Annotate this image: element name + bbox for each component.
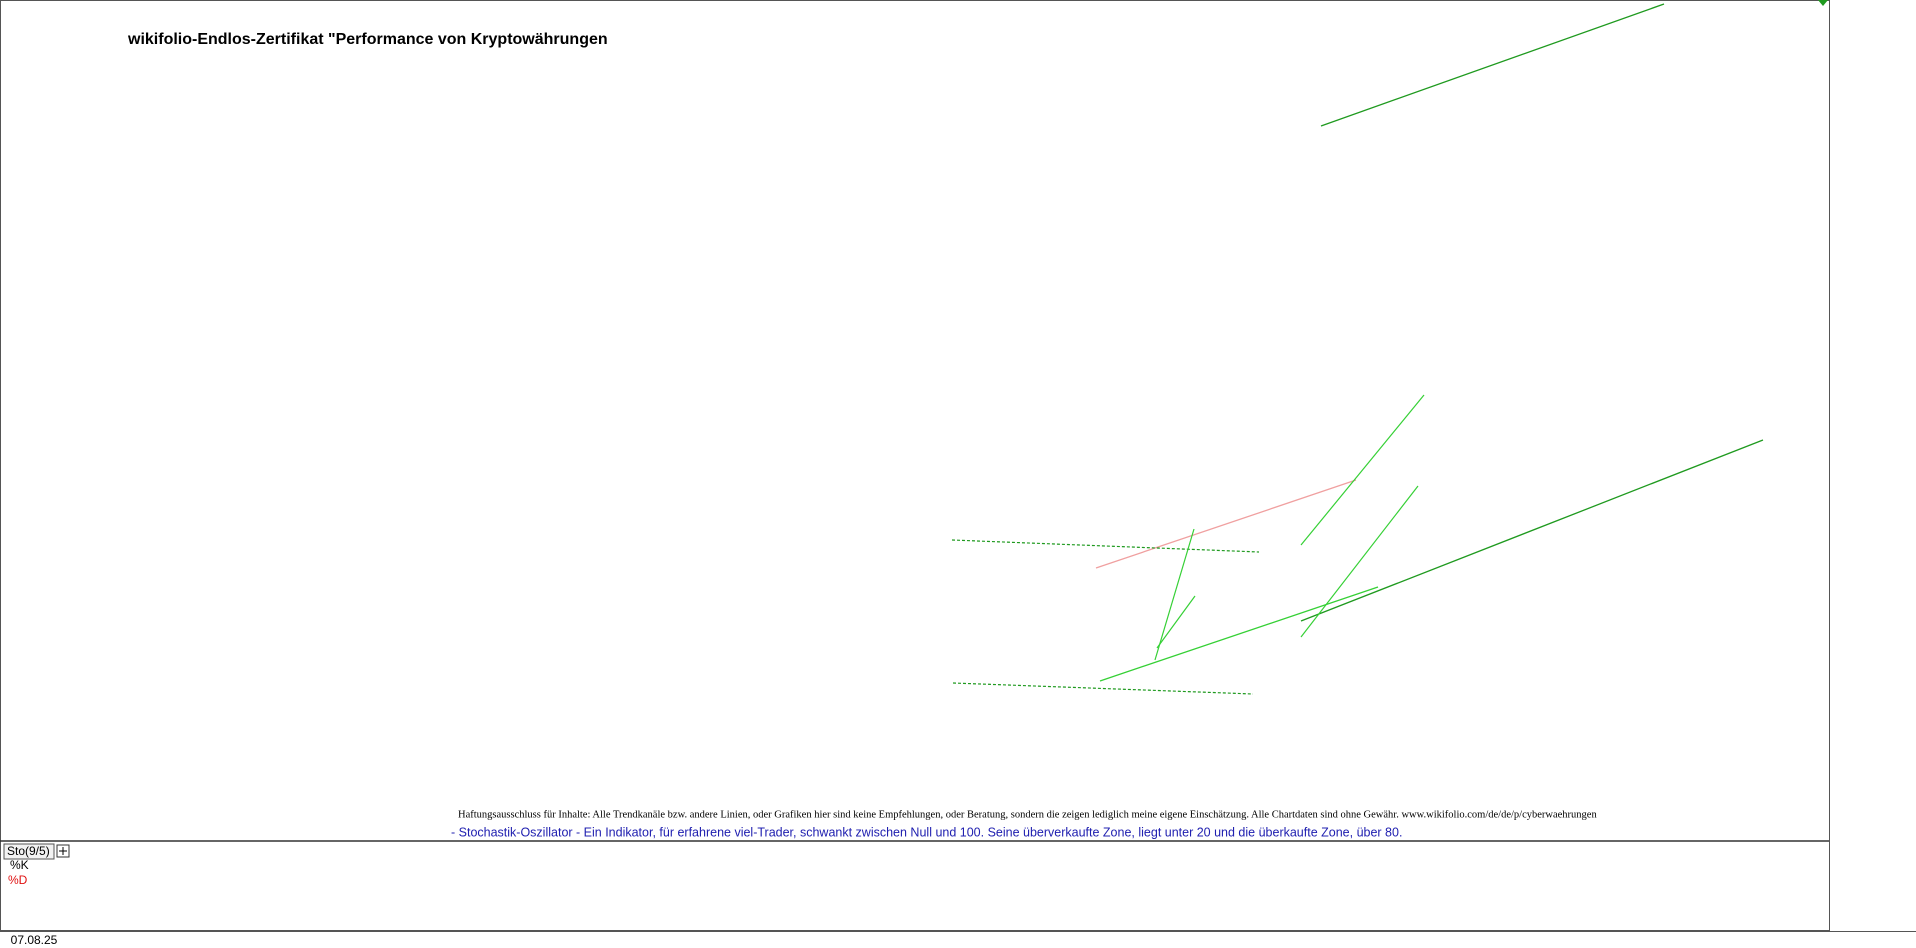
trend-line bbox=[1156, 595, 1196, 649]
disclaimer: Haftungsausschluss für Inhalte: Alle Tre… bbox=[458, 809, 1597, 820]
indicator-note: - Stochastik-Oszillator - Ein Indikator,… bbox=[451, 825, 1402, 839]
trend-lines bbox=[951, 3, 1764, 695]
marker bbox=[1818, 0, 1828, 6]
trend-line bbox=[1095, 479, 1357, 569]
indicator-label: Sto(9/5) bbox=[7, 844, 50, 858]
trend-line bbox=[1300, 439, 1764, 622]
chart-title: wikifolio-Endlos-Zertifikat "Performance… bbox=[127, 31, 608, 48]
legend-d: %D bbox=[8, 873, 28, 887]
expand-icon-plus bbox=[59, 847, 67, 855]
trend-line bbox=[1154, 528, 1195, 661]
indicator-box bbox=[3, 843, 55, 860]
trend-line bbox=[952, 682, 1254, 695]
trend-line bbox=[1099, 586, 1379, 682]
trend-line bbox=[1320, 3, 1665, 127]
trend-line bbox=[1300, 394, 1425, 546]
legend-k: %K bbox=[10, 858, 29, 872]
trend-line bbox=[1300, 485, 1419, 638]
trend-line bbox=[951, 539, 1260, 553]
date-label: 07.08.25 bbox=[11, 933, 58, 947]
